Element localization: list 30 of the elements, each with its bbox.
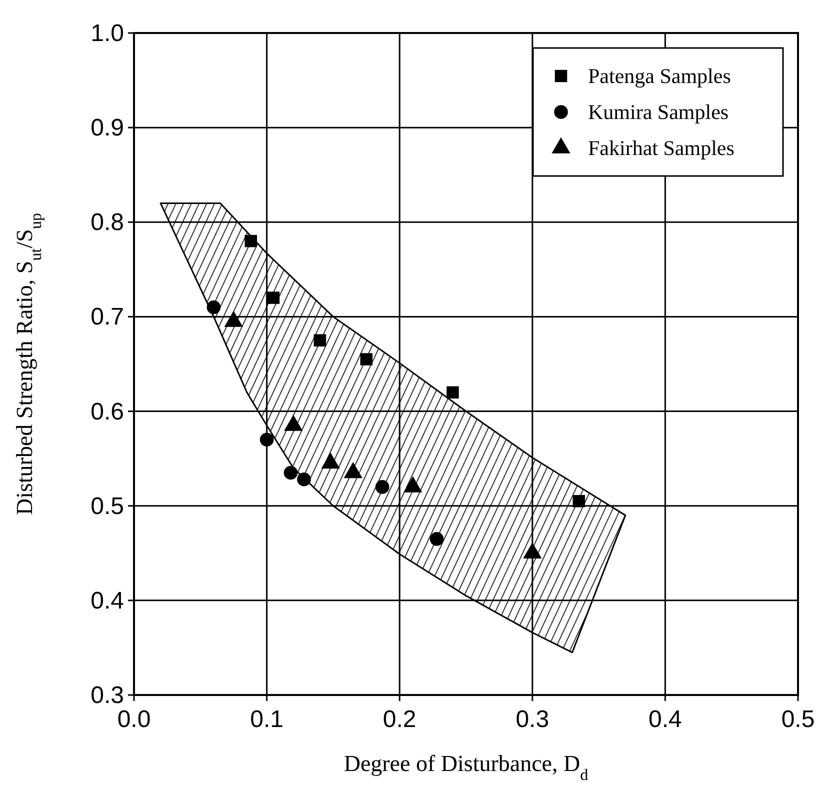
point [314, 334, 326, 346]
x-tick-label: 0.0 [117, 706, 151, 733]
y-tick-label: 0.9 [90, 114, 124, 142]
y-tick-label: 0.8 [90, 209, 124, 236]
point [297, 472, 311, 486]
point [244, 234, 257, 248]
y-tick-label: 1.0 [90, 20, 124, 47]
point [360, 353, 373, 366]
y-tick-label: 0.3 [90, 682, 124, 709]
point [260, 432, 274, 447]
legend-label: Patenga Samples [588, 64, 731, 88]
x-axis-title: Degree of Disturbance, D$_{d}$ [344, 751, 588, 784]
point [572, 495, 586, 508]
x-tick-label: 0.2 [382, 706, 416, 733]
x-tick-label: 0.3 [516, 706, 550, 733]
x-tick-label: 0.1 [250, 706, 284, 733]
y-tick-label: 0.4 [90, 587, 124, 614]
point [267, 292, 280, 304]
legend-label: Kumira Samples [588, 100, 729, 124]
point [375, 480, 390, 494]
point [446, 386, 459, 398]
point [430, 532, 444, 546]
legend-label: Fakirhat Samples [588, 136, 734, 160]
y-tick-label: 0.6 [90, 398, 124, 426]
point [284, 466, 298, 480]
y-tick-label: 0.7 [90, 304, 124, 331]
x-tick-label: 0.4 [648, 706, 682, 733]
y-tick-label: 0.5 [90, 492, 124, 520]
point [206, 300, 221, 314]
x-tick-label: 0.5 [781, 706, 815, 733]
